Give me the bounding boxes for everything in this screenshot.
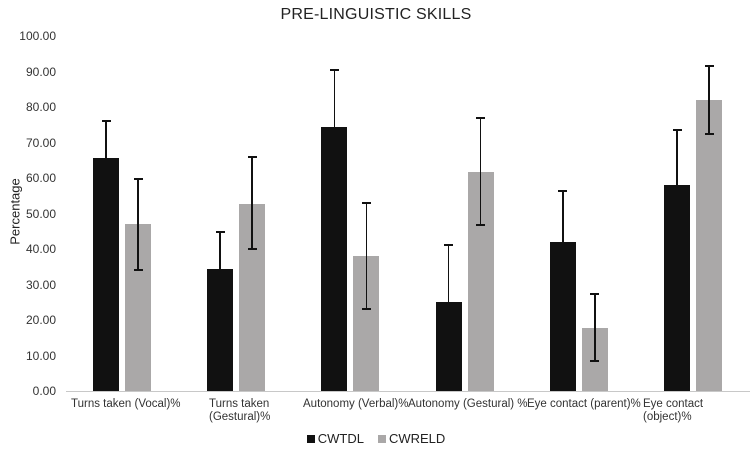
error-bar [219,231,221,307]
error-bar-cap [247,156,257,158]
error-bar-cap [590,293,600,295]
error-bar [594,294,596,361]
y-tick-label: 0.00 [32,384,56,398]
error-bar-cap [361,202,371,204]
error-bar [447,245,450,357]
x-tick-label: Eye contact (parent)% [527,398,641,410]
x-tick-label: Turns taken (Vocal)% [71,398,181,410]
error-bar-cap [444,356,454,358]
error-bar-cap [329,69,339,71]
legend-item-cwtdl: CWTDL [306,431,364,446]
bar-cwtdl [93,158,119,391]
error-bar-cap [672,240,682,242]
error-bar-cap [558,190,568,192]
x-tick-label: Turns taken (Gestural)% [209,398,271,423]
error-bar [562,191,564,295]
y-tick-label: 100.00 [19,29,56,43]
error-bar [137,179,139,270]
y-tick-label: 80.00 [25,100,56,114]
error-bar-cap [101,195,111,197]
error-bar-cap [476,224,486,226]
legend-swatch-cwtdl [306,434,315,443]
y-tick-label: 10.00 [25,348,56,363]
x-tick-label: Eye contact (object)% [643,398,704,423]
error-bar-cap [215,231,225,233]
error-bar-cap [672,129,682,131]
y-tick-label: 70.00 [25,135,56,150]
legend-label-cwtdl: CWTDL [317,431,364,446]
x-tick-label: Autonomy (Verbal)% [303,398,409,410]
legend: CWTDL CWRELD [0,431,752,446]
error-bar-cap [558,293,568,295]
error-bar [676,130,678,241]
chart-title: PRE-LINGUISTIC SKILLS [280,6,472,23]
bar-cwreld [696,99,722,391]
error-bar-cap [704,65,714,67]
error-bar [479,118,482,225]
error-bar-cap [329,182,339,184]
error-bar-cap [361,308,371,310]
error-bar-cap [101,120,111,122]
x-tick-label: Autonomy (Gestural) % [408,398,528,410]
y-tick-label: 90.00 [25,64,56,79]
y-tick-label: 50.00 [25,206,56,221]
error-bar [251,157,253,249]
y-tick-label: 30.00 [25,277,56,292]
y-tick-label: 60.00 [25,171,56,185]
legend-swatch-cwreld [377,434,386,443]
error-bar-cap [476,117,486,119]
y-tick-label: 20.00 [25,313,56,327]
error-bar [708,66,710,134]
error-bar [105,120,107,197]
error-bar-cap [590,360,600,362]
x-axis-line [66,391,750,392]
error-bar-cap [133,269,143,271]
error-bar [365,202,368,309]
legend-label-cwreld: CWRELD [388,431,446,446]
error-bar-cap [444,244,454,246]
error-bar-cap [247,248,257,250]
legend-item-cwreld: CWRELD [377,431,446,446]
error-bar-cap [704,133,714,135]
error-bar-cap [133,178,143,180]
error-bar-cap [215,306,225,308]
y-tick-label: 40.00 [25,242,56,256]
error-bar [333,70,336,183]
